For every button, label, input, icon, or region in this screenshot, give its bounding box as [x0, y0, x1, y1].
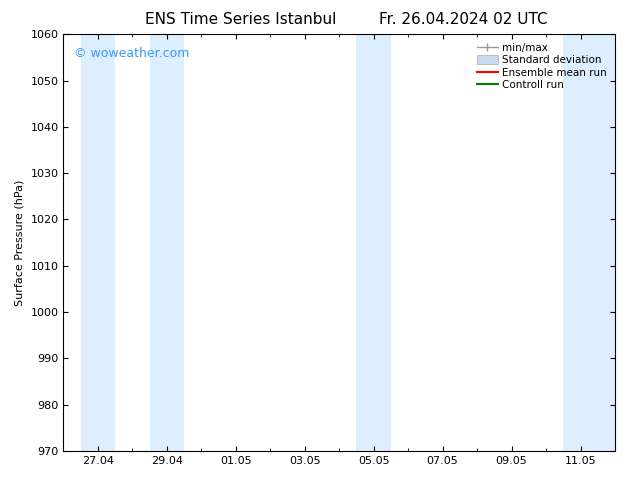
Text: ENS Time Series Istanbul: ENS Time Series Istanbul — [145, 12, 337, 27]
Text: Fr. 26.04.2024 02 UTC: Fr. 26.04.2024 02 UTC — [378, 12, 547, 27]
Bar — [81, 34, 115, 451]
Y-axis label: Surface Pressure (hPa): Surface Pressure (hPa) — [15, 179, 25, 306]
Text: © woweather.com: © woweather.com — [74, 47, 190, 60]
Bar — [356, 34, 391, 451]
Bar — [563, 34, 615, 451]
Bar — [150, 34, 184, 451]
Legend: min/max, Standard deviation, Ensemble mean run, Controll run: min/max, Standard deviation, Ensemble me… — [474, 40, 610, 94]
